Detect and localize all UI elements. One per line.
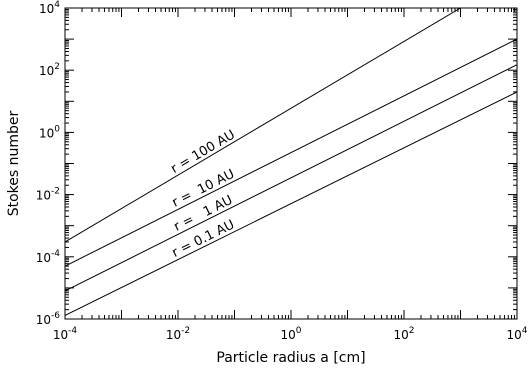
y-tick-label: 10-6 [36, 311, 61, 327]
series-line [65, 38, 517, 267]
series-line [65, 8, 461, 243]
series-lines [65, 8, 517, 316]
series-line [65, 64, 517, 292]
y-tick-label: 10-4 [36, 249, 61, 265]
major-ticks [64, 7, 518, 320]
x-axis-label: Particle radius a [cm] [216, 350, 365, 366]
minor-ticks [65, 8, 517, 319]
series-labels: r = 100 AUr = 10 AUr = 1 AUr = 0.1 AU [168, 127, 237, 260]
x-tick-label: 10-2 [166, 326, 190, 342]
x-tick-label: 10-4 [53, 326, 78, 342]
y-tick-label: 100 [39, 124, 60, 140]
plot-frame [64, 7, 518, 320]
x-tick-label: 100 [280, 326, 301, 342]
x-tick-label: 104 [506, 326, 527, 342]
y-tick-label: 102 [39, 62, 60, 78]
x-tick-label: 102 [393, 326, 414, 342]
series-line [65, 91, 517, 316]
y-tick-label: 104 [39, 0, 60, 16]
y-axis-label: Stokes number [6, 110, 22, 216]
y-tick-label: 10-2 [36, 187, 60, 203]
